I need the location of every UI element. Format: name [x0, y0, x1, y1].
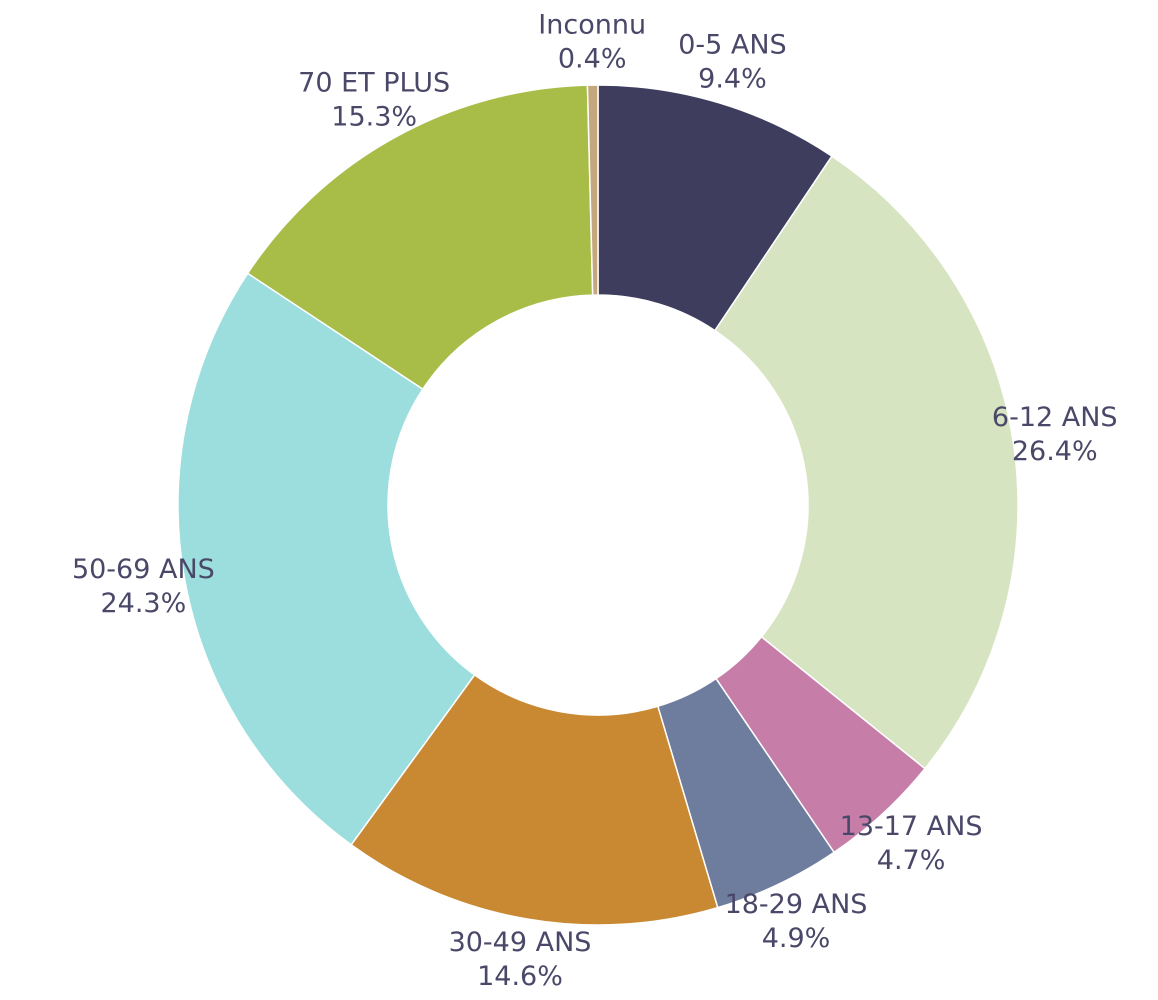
slice-value-label: 14.6% [477, 961, 563, 992]
donut-slice [586, 84, 599, 296]
donut-slice [350, 673, 719, 926]
slice-value-label: 9.4% [698, 63, 767, 94]
donut-slice [246, 84, 594, 391]
slice-label: 50-69 ANS [72, 554, 215, 585]
slice-value-label: 4.9% [762, 923, 831, 954]
slice-label: 13-17 ANS [840, 811, 983, 842]
slice-value-label: 15.3% [331, 101, 417, 132]
slice-label: Inconnu [538, 10, 646, 41]
slice-value-label: 4.7% [877, 845, 946, 876]
slice-label: 6-12 ANS [992, 402, 1118, 433]
slice-label: 70 ET PLUS [298, 67, 450, 98]
slice-label: 0-5 ANS [678, 29, 787, 60]
donut-slice [713, 155, 1019, 770]
slice-label: 18-29 ANS [725, 889, 868, 920]
slice-label: 30-49 ANS [449, 927, 592, 958]
slice-value-label: 26.4% [1012, 436, 1098, 467]
slice-value-label: 24.3% [100, 588, 186, 619]
slice-value-label: 0.4% [558, 44, 627, 75]
donut-slice [177, 272, 476, 846]
